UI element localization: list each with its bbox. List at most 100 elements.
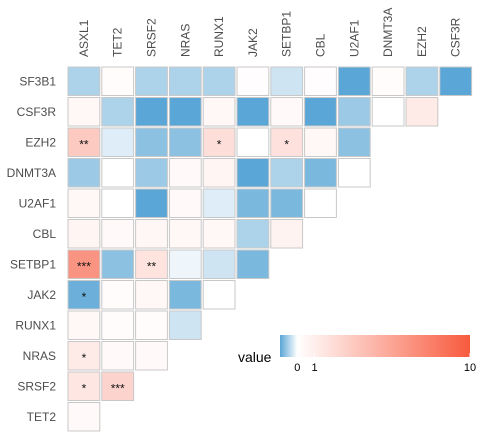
column-label: SETBP1 <box>280 11 294 57</box>
heatmap-cell <box>168 66 202 96</box>
heatmap-cell <box>101 280 135 310</box>
heatmap-cell <box>371 97 405 127</box>
heatmap-cell <box>168 310 202 340</box>
significance-marker: ** <box>79 137 89 151</box>
legend-tick-label: 0 <box>294 362 300 374</box>
heatmap-cell <box>135 310 168 340</box>
heatmap-cell <box>168 188 202 218</box>
color-legend: value 0 1 10 <box>238 335 476 374</box>
heatmap-cell <box>337 66 371 96</box>
row-label: NRAS <box>23 349 56 363</box>
heatmap-cell <box>236 158 270 188</box>
column-label: CSF3R <box>449 17 463 57</box>
heatmap-cell <box>236 127 270 157</box>
heatmap-cell <box>236 188 270 218</box>
heatmap-cell <box>67 402 101 432</box>
significance-marker: * <box>217 137 222 151</box>
column-label: CBL <box>314 33 328 57</box>
heatmap-cell <box>101 188 135 218</box>
significance-marker: *** <box>77 259 91 273</box>
heatmap-cell <box>135 66 168 96</box>
heatmap-cell <box>439 66 473 96</box>
significance-marker: *** <box>111 381 125 395</box>
heatmap-cell <box>304 158 337 188</box>
heatmap-cell <box>270 66 304 96</box>
legend-colorbar <box>280 335 470 357</box>
heatmap-cell <box>101 158 135 188</box>
legend-tick-label: 10 <box>464 362 476 374</box>
heatmap-cell <box>202 158 236 188</box>
heatmap-cell <box>304 188 337 218</box>
heatmap-cell <box>135 127 168 157</box>
significance-marker: ** <box>147 259 157 273</box>
column-label: JAK2 <box>246 28 260 57</box>
heatmap-cell <box>337 97 371 127</box>
row-label: CSF3R <box>17 105 57 119</box>
heatmap-cell <box>67 66 101 96</box>
heatmap-cell <box>67 341 101 371</box>
heatmap-cell <box>67 310 101 340</box>
significance-marker: * <box>82 381 87 395</box>
heatmap-cell <box>135 158 168 188</box>
heatmap-cell <box>168 97 202 127</box>
heatmap-cell <box>135 97 168 127</box>
row-label: SF3B1 <box>19 74 56 88</box>
row-labels: SF3B1 CSF3R EZH2 DNMT3A U2AF1 CBL SETBP1 JAK2 RU… <box>7 74 57 424</box>
column-label: NRAS <box>178 24 192 57</box>
column-label: ASXL1 <box>77 19 91 57</box>
row-label: TET2 <box>27 410 57 424</box>
column-labels: ASXL1 TET2 SRSF2 NRAS RUNX1 JAK2 SETBP1 CBL U2AF… <box>77 8 463 57</box>
column-label: DNMT3A <box>381 8 395 57</box>
row-label: EZH2 <box>25 135 56 149</box>
heatmap-cell <box>101 249 135 279</box>
heatmap-cell <box>101 127 135 157</box>
heatmap-cell <box>202 127 236 157</box>
heatmap-cell <box>270 97 304 127</box>
heatmap-cell <box>371 66 405 96</box>
column-label: U2AF1 <box>347 19 361 57</box>
heatmap-cell <box>101 371 135 401</box>
heatmap-cell <box>135 219 168 249</box>
heatmap-cell <box>135 249 168 279</box>
heatmap-cell <box>405 66 439 96</box>
legend-tick-label: 1 <box>311 362 317 374</box>
significance-marker: * <box>284 137 289 151</box>
heatmap-cell <box>67 127 101 157</box>
heatmap-cell <box>304 97 337 127</box>
heatmap-cell <box>135 341 168 371</box>
heatmap-cell <box>67 371 101 401</box>
heatmap-cell <box>67 158 101 188</box>
heatmap-cell <box>236 66 270 96</box>
heatmap-cell <box>270 188 304 218</box>
row-label: RUNX1 <box>15 318 56 332</box>
heatmap-cell <box>202 280 236 310</box>
heatmap-cell <box>135 280 168 310</box>
column-label: EZH2 <box>415 26 429 57</box>
heatmap-cell <box>236 249 270 279</box>
heatmap-cell <box>67 97 101 127</box>
heatmap-cell <box>67 280 101 310</box>
row-label: SRSF2 <box>17 379 56 393</box>
heatmap-cell <box>101 341 135 371</box>
significance-marker: * <box>82 290 87 304</box>
heatmap-cell <box>202 249 236 279</box>
heatmap-cell <box>168 280 202 310</box>
column-label: RUNX1 <box>212 16 226 57</box>
row-label: U2AF1 <box>19 196 57 210</box>
heatmap-cell <box>202 66 236 96</box>
column-label: TET2 <box>111 27 125 57</box>
heatmap-cell <box>168 158 202 188</box>
row-label: SETBP1 <box>10 257 56 271</box>
legend-title: value <box>238 349 272 365</box>
heatmap-cell <box>168 127 202 157</box>
column-label: SRSF2 <box>145 18 159 57</box>
heatmap-cell <box>101 219 135 249</box>
heatmap-cell <box>304 66 337 96</box>
heatmap-cells: ** * **** ***** *** <box>67 66 473 432</box>
heatmap-cell <box>236 219 270 249</box>
heatmap-cell <box>202 219 236 249</box>
row-label: DNMT3A <box>7 166 56 180</box>
heatmap-cell <box>101 97 135 127</box>
heatmap-cell <box>168 219 202 249</box>
